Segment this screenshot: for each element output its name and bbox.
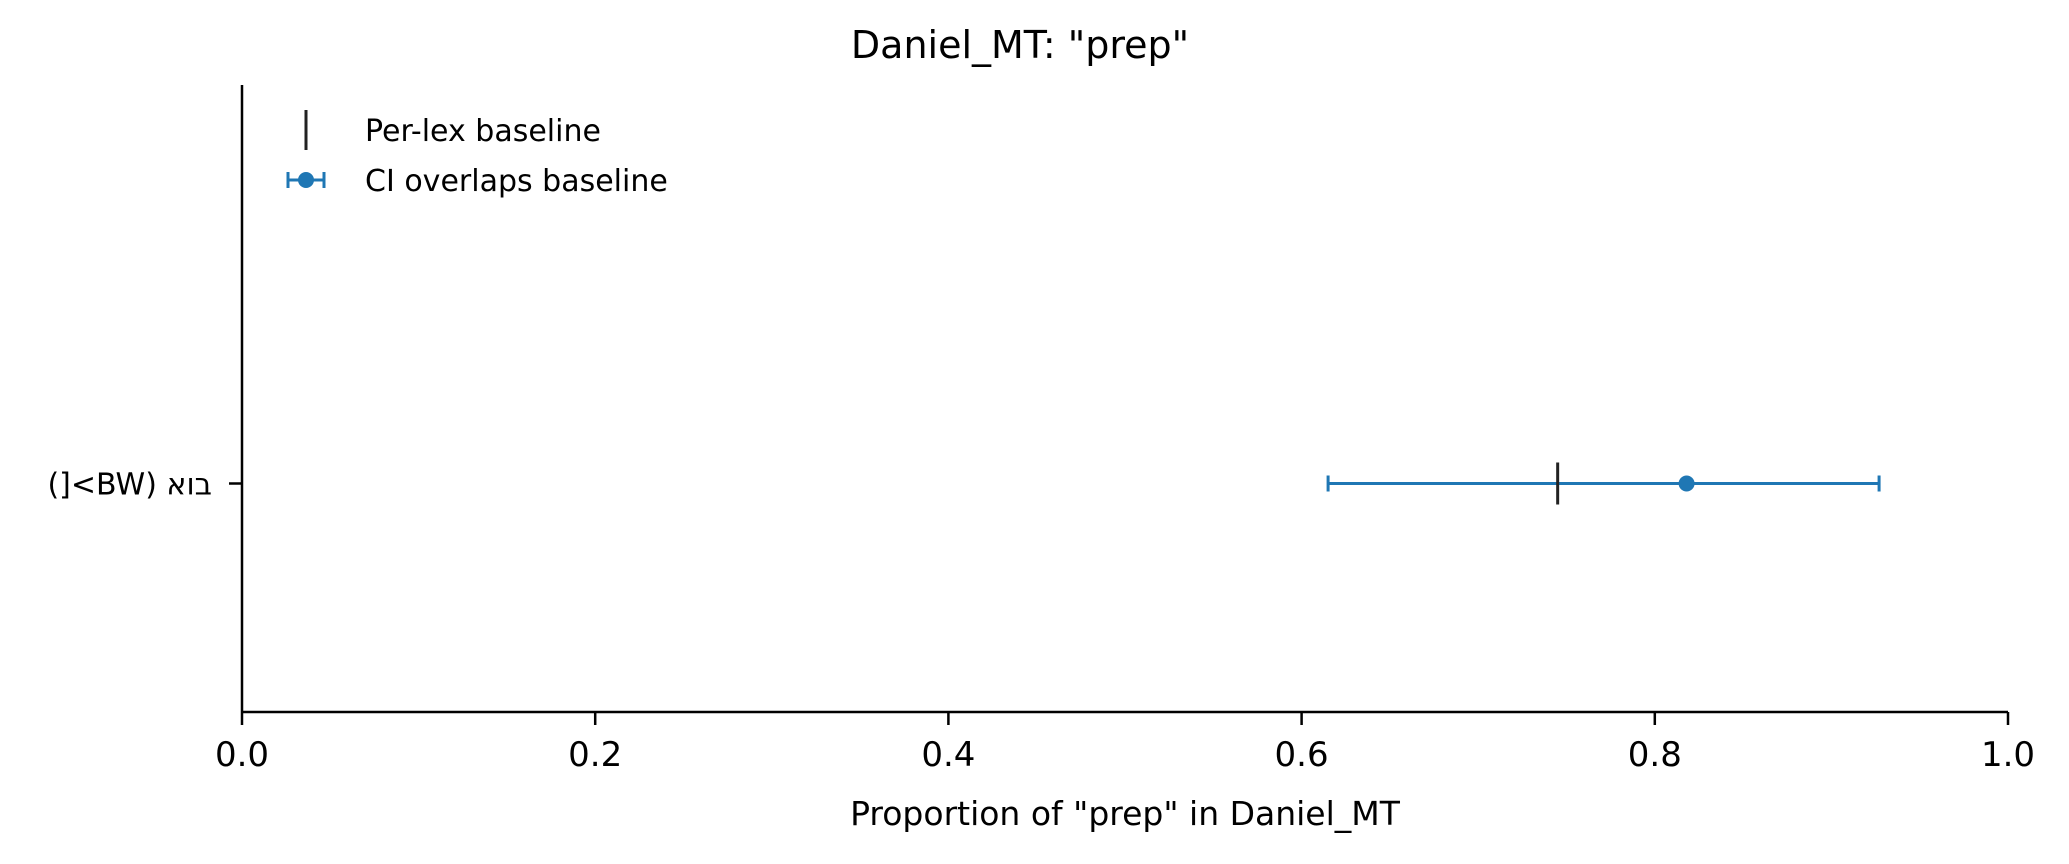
x-tick-label: 0.6 xyxy=(1275,735,1329,775)
x-tick-label: 0.4 xyxy=(921,735,975,775)
ci-point xyxy=(1678,475,1695,492)
legend-ci-label: CI overlaps baseline xyxy=(365,164,668,199)
chart-title: Daniel_MT: "prep" xyxy=(851,23,1189,67)
x-tick-label: 1.0 xyxy=(1981,735,2035,775)
chart-marks xyxy=(1326,462,1881,505)
y-tick-label: בוא (BW>[) xyxy=(47,468,212,503)
legend-entry-ci: CI overlaps baseline xyxy=(286,164,668,199)
legend-ci-point xyxy=(298,172,314,188)
x-axis-label: Proportion of "prep" in Daniel_MT xyxy=(850,794,1401,833)
x-tick-label: 0.0 xyxy=(215,735,269,775)
legend-baseline-label: Per-lex baseline xyxy=(365,114,601,149)
y-ticks: בוא (BW>[) xyxy=(47,468,242,503)
x-ticks: 0.0 0.2 0.4 0.6 0.8 1.0 xyxy=(215,712,2035,775)
axes xyxy=(240,85,2008,714)
x-tick-label: 0.8 xyxy=(1628,735,1682,775)
legend-entry-baseline: Per-lex baseline xyxy=(304,110,601,150)
x-tick-label: 0.2 xyxy=(568,735,622,775)
legend: Per-lex baseline CI overlaps baseline xyxy=(286,110,668,199)
